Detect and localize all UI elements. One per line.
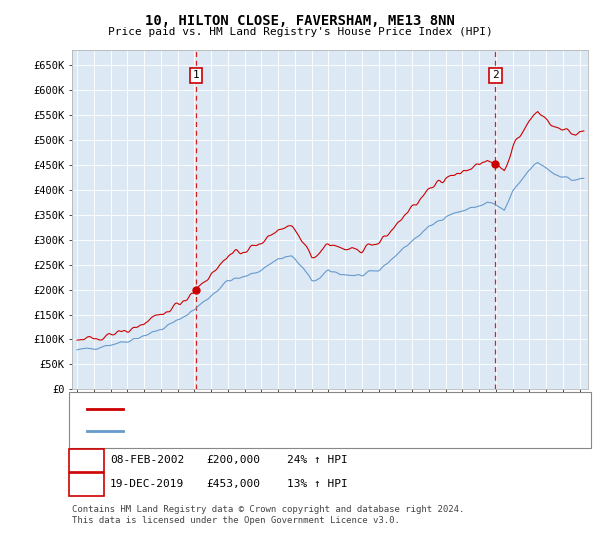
Text: Price paid vs. HM Land Registry's House Price Index (HPI): Price paid vs. HM Land Registry's House … [107,27,493,37]
Text: 13% ↑ HPI: 13% ↑ HPI [287,479,347,489]
Text: 08-FEB-2002: 08-FEB-2002 [110,455,184,465]
Text: 10, HILTON CLOSE, FAVERSHAM, ME13 8NN (detached house): 10, HILTON CLOSE, FAVERSHAM, ME13 8NN (d… [129,404,467,414]
Text: 2: 2 [492,71,499,80]
Text: £200,000: £200,000 [206,455,260,465]
Text: 10, HILTON CLOSE, FAVERSHAM, ME13 8NN: 10, HILTON CLOSE, FAVERSHAM, ME13 8NN [145,14,455,28]
Text: 1: 1 [193,71,199,80]
Text: 19-DEC-2019: 19-DEC-2019 [110,479,184,489]
Text: £453,000: £453,000 [206,479,260,489]
Text: Contains HM Land Registry data © Crown copyright and database right 2024.
This d: Contains HM Land Registry data © Crown c… [72,505,464,525]
Text: 24% ↑ HPI: 24% ↑ HPI [287,455,347,465]
Text: HPI: Average price, detached house, Swale: HPI: Average price, detached house, Swal… [129,426,385,436]
Text: 1: 1 [83,455,90,465]
Text: 2: 2 [83,479,90,489]
